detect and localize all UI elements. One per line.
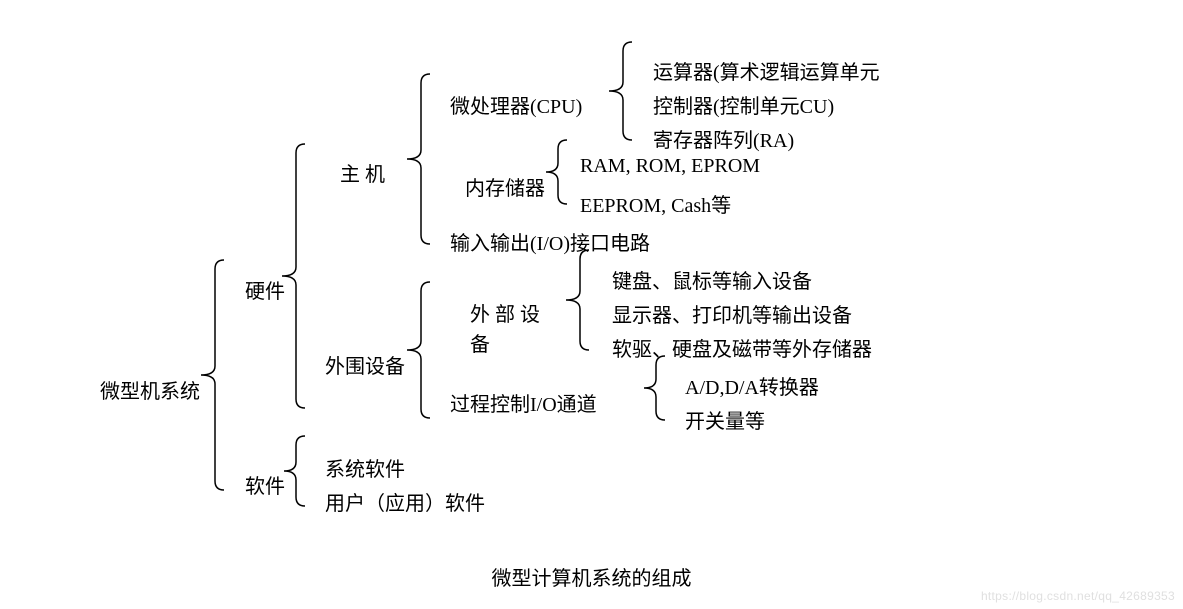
watermark: https://blog.csdn.net/qq_42689353 — [981, 589, 1175, 603]
diagram-page: 微型机系统硬件软件主 机外围设备系统软件用户（应用）软件微处理器(CPU)内存储… — [0, 0, 1183, 609]
diagram-caption: 微型计算机系统的组成 — [0, 562, 1183, 591]
b-procio — [0, 0, 1183, 609]
